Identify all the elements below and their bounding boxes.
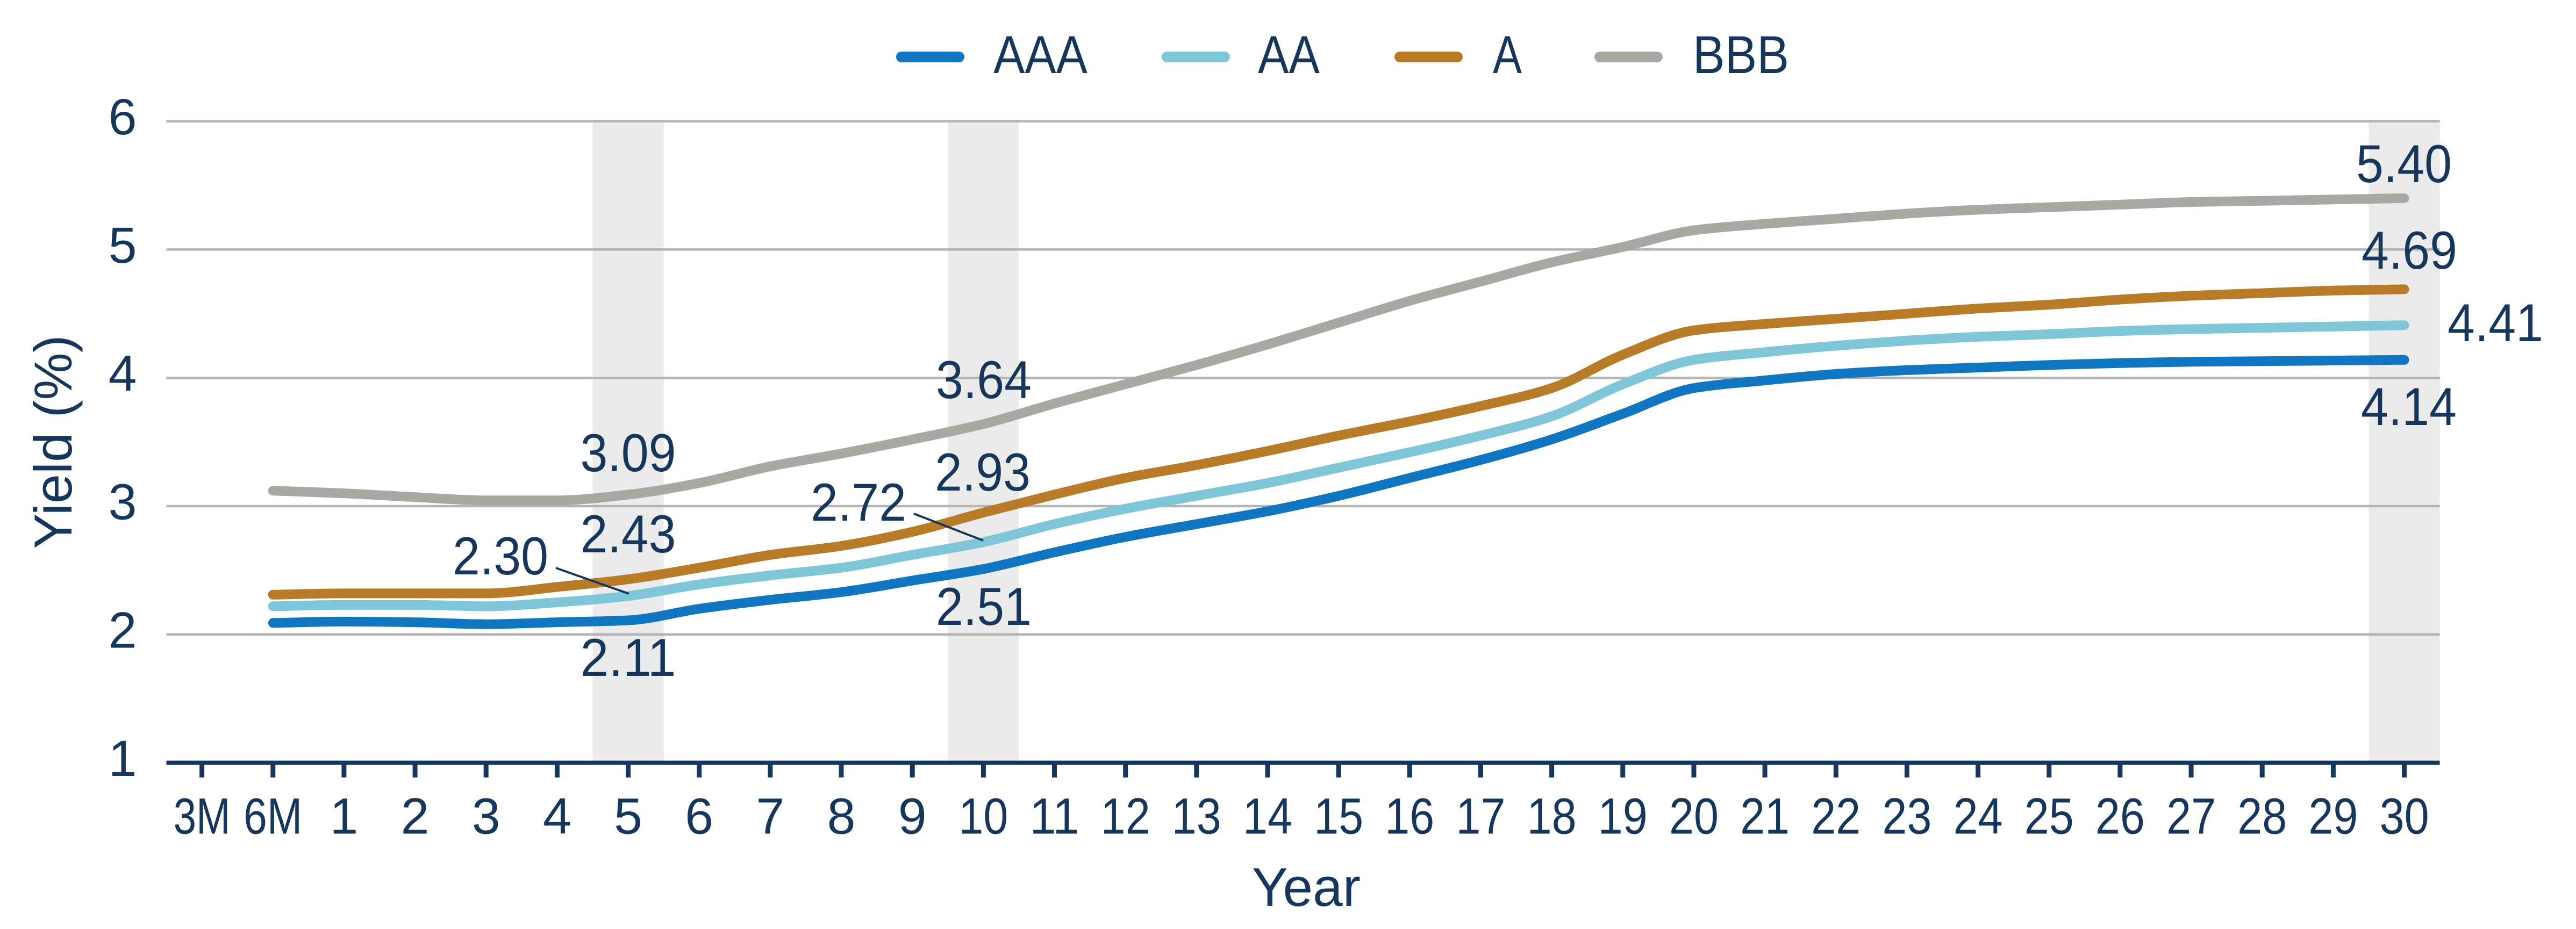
svg-text:4.14: 4.14 [2361, 377, 2457, 436]
svg-text:3: 3 [109, 474, 137, 531]
svg-text:AAA: AAA [993, 25, 1087, 84]
svg-text:Year: Year [1252, 858, 1361, 918]
svg-text:25: 25 [2024, 788, 2074, 845]
svg-text:2: 2 [401, 788, 430, 845]
svg-text:6: 6 [109, 89, 137, 146]
svg-text:28: 28 [2237, 788, 2287, 845]
svg-text:A: A [1493, 25, 1522, 84]
svg-text:3M: 3M [174, 788, 231, 845]
svg-text:30: 30 [2380, 788, 2429, 845]
svg-text:3.09: 3.09 [581, 423, 676, 482]
svg-text:5: 5 [614, 788, 642, 845]
svg-text:4.41: 4.41 [2448, 293, 2543, 352]
svg-text:5: 5 [109, 217, 137, 274]
svg-text:2.30: 2.30 [453, 526, 548, 586]
svg-text:2.72: 2.72 [811, 472, 906, 532]
svg-text:16: 16 [1385, 788, 1434, 845]
svg-text:3.64: 3.64 [936, 350, 1032, 409]
svg-text:4: 4 [109, 345, 137, 402]
svg-text:4: 4 [543, 788, 571, 845]
svg-text:7: 7 [756, 788, 784, 845]
svg-text:10: 10 [958, 788, 1008, 845]
svg-text:20: 20 [1669, 788, 1719, 845]
svg-text:24: 24 [1954, 788, 2003, 845]
svg-text:11: 11 [1030, 788, 1079, 845]
svg-text:21: 21 [1740, 788, 1790, 845]
svg-text:2.11: 2.11 [581, 628, 676, 687]
svg-text:29: 29 [2308, 788, 2358, 845]
svg-text:4.69: 4.69 [2362, 220, 2457, 280]
svg-text:8: 8 [827, 788, 856, 845]
svg-text:15: 15 [1314, 788, 1363, 845]
svg-text:2.93: 2.93 [935, 442, 1031, 502]
svg-text:12: 12 [1101, 788, 1150, 845]
svg-text:1: 1 [109, 730, 137, 787]
svg-text:6M: 6M [244, 788, 302, 845]
svg-text:22: 22 [1811, 788, 1861, 845]
svg-text:14: 14 [1243, 788, 1292, 845]
svg-text:2.43: 2.43 [581, 504, 676, 564]
svg-text:AA: AA [1258, 25, 1320, 84]
svg-text:5.40: 5.40 [2356, 134, 2452, 193]
svg-text:13: 13 [1172, 788, 1221, 845]
svg-text:9: 9 [898, 788, 927, 845]
svg-text:BBB: BBB [1693, 25, 1789, 84]
svg-text:3: 3 [472, 788, 500, 845]
svg-text:19: 19 [1598, 788, 1648, 845]
svg-text:23: 23 [1882, 788, 1931, 845]
svg-text:26: 26 [2095, 788, 2145, 845]
svg-text:Yield (%): Yield (%) [23, 335, 83, 549]
svg-text:17: 17 [1456, 788, 1506, 845]
svg-text:2.51: 2.51 [936, 577, 1032, 636]
svg-text:2: 2 [109, 602, 137, 659]
svg-text:27: 27 [2166, 788, 2216, 845]
svg-text:6: 6 [685, 788, 713, 845]
svg-text:18: 18 [1527, 788, 1577, 845]
svg-text:1: 1 [330, 788, 358, 845]
